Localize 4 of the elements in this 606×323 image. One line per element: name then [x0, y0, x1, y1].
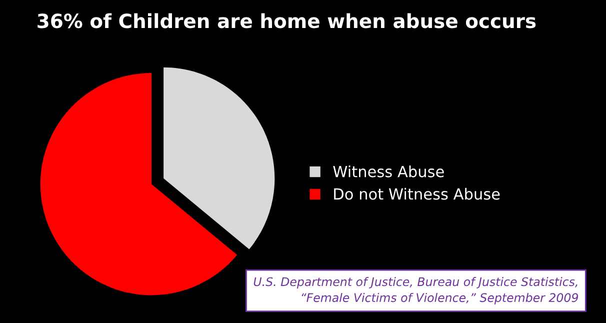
chart-title: 36% of Children are home when abuse occurs [38, 13, 536, 28]
legend-label: Witness Abuse [333, 166, 444, 178]
text: U.S. Department of Justice, Bureau of Justice Statistics, “Female Victims of Violence,” September 2009 [254, 277, 578, 304]
legend-label: Do not Witness Abuse [334, 188, 500, 200]
